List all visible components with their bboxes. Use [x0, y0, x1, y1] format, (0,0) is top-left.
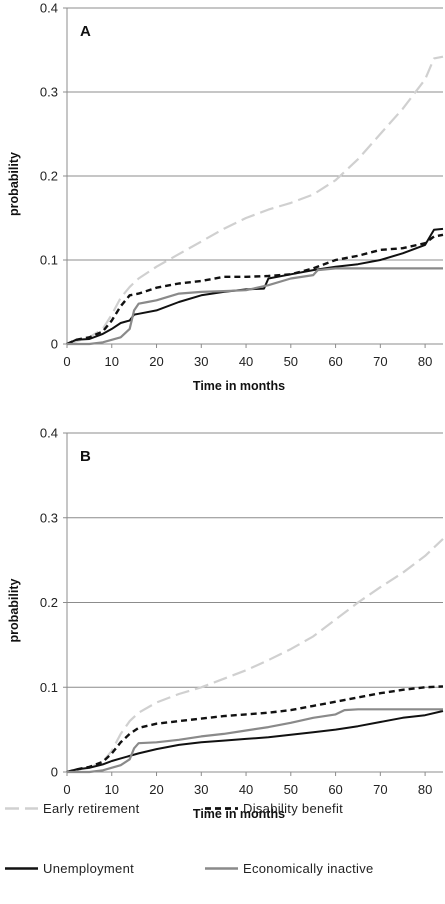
x-tick-label: 60 — [328, 782, 342, 797]
x-tick-label: 0 — [63, 354, 70, 369]
x-tick-label: 50 — [284, 782, 298, 797]
x-tick-label: 70 — [373, 354, 387, 369]
series-line-early-retirement — [66, 55, 444, 346]
y-tick-label: 0.3 — [40, 85, 58, 100]
chart-panel-a: 0 0.1 0.2 0.3 0.4 0 10 20 30 40 50 60 70 80 Time in mo… — [7, 1, 444, 393]
panel-label: A — [80, 23, 91, 40]
legend-item: Unemployment — [5, 861, 134, 876]
y-tick-label: 0.1 — [40, 253, 58, 268]
legend: Early retirement Disability benefit Unempl… — [5, 801, 374, 876]
y-axis-label: probability — [7, 579, 21, 643]
y-tick-label: 0.4 — [40, 426, 58, 441]
series-line-unemployment — [66, 227, 444, 345]
x-tick-label: 30 — [194, 782, 208, 797]
x-tick-label: 80 — [418, 354, 432, 369]
y-tick-label: 0 — [51, 337, 58, 352]
y-tick-label: 0.4 — [40, 1, 58, 16]
y-tick-label: 0.2 — [40, 595, 58, 610]
x-tick-label: 20 — [149, 354, 163, 369]
legend-item: Economically inactive — [205, 861, 374, 876]
series-line-economically-inactive — [67, 267, 443, 346]
x-tick-label: 10 — [105, 782, 119, 797]
x-tick-label: 40 — [239, 782, 253, 797]
x-tick-label: 30 — [194, 354, 208, 369]
series-line-early-retirement — [66, 538, 444, 774]
legend-item: Disability benefit — [205, 801, 343, 816]
y-axis-label: probability — [7, 152, 21, 216]
x-tick-label: 40 — [239, 354, 253, 369]
legend-label: Economically inactive — [243, 861, 374, 876]
series-line-unemployment — [66, 710, 444, 773]
x-tick-label: 50 — [284, 354, 298, 369]
y-tick-label: 0 — [51, 765, 58, 780]
y-tick-label: 0.1 — [40, 680, 58, 695]
series-line-economically-inactive — [67, 708, 443, 774]
chart-panel-b: 0 0.1 0.2 0.3 0.4 0 10 20 30 40 50 60 70 80 Time in mo… — [7, 426, 444, 821]
y-tick-label: 0.2 — [40, 169, 58, 184]
legend-label: Disability benefit — [243, 801, 343, 816]
y-tick-label: 0.3 — [40, 510, 58, 525]
x-tick-label: 70 — [373, 782, 387, 797]
panel-label: B — [80, 448, 91, 465]
x-axis-label: Time in months — [193, 807, 285, 821]
x-tick-label: 0 — [63, 782, 70, 797]
x-tick-label: 60 — [328, 354, 342, 369]
x-tick-label: 80 — [418, 782, 432, 797]
x-tick-label: 10 — [105, 354, 119, 369]
x-axis-label: Time in months — [193, 379, 285, 393]
series-line-disability-benefit — [66, 685, 444, 774]
legend-label: Early retirement — [43, 801, 140, 816]
x-tick-label: 20 — [149, 782, 163, 797]
legend-item: Early retirement — [5, 801, 140, 816]
legend-label: Unemployment — [43, 861, 134, 876]
